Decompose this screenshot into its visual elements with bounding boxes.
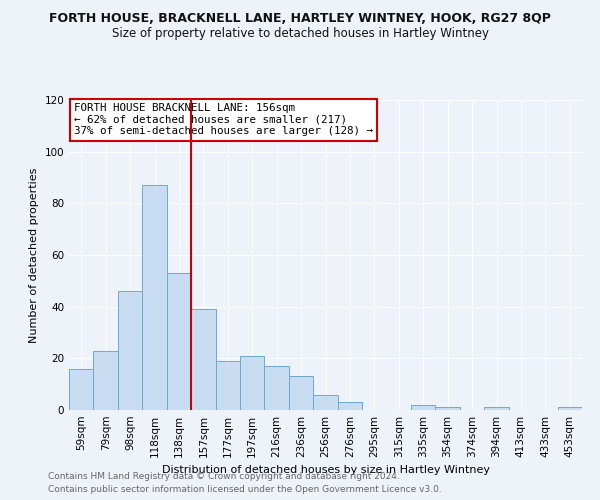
Bar [215,361,240,410]
Bar [240,356,265,410]
Bar [338,402,362,410]
Bar [118,291,142,410]
Text: Size of property relative to detached houses in Hartley Wintney: Size of property relative to detached ho… [112,28,488,40]
Bar [557,408,582,410]
Bar [484,408,509,410]
Bar [289,376,313,410]
Bar [265,366,289,410]
Text: FORTH HOUSE, BRACKNELL LANE, HARTLEY WINTNEY, HOOK, RG27 8QP: FORTH HOUSE, BRACKNELL LANE, HARTLEY WIN… [49,12,551,26]
Bar [411,405,436,410]
Bar [436,408,460,410]
Bar [69,368,94,410]
Text: Contains HM Land Registry data © Crown copyright and database right 2024.: Contains HM Land Registry data © Crown c… [48,472,400,481]
Bar [313,394,338,410]
X-axis label: Distribution of detached houses by size in Hartley Wintney: Distribution of detached houses by size … [161,466,490,475]
Bar [191,309,215,410]
Bar [94,350,118,410]
Text: FORTH HOUSE BRACKNELL LANE: 156sqm
← 62% of detached houses are smaller (217)
37: FORTH HOUSE BRACKNELL LANE: 156sqm ← 62%… [74,103,373,136]
Y-axis label: Number of detached properties: Number of detached properties [29,168,39,342]
Bar [142,185,167,410]
Text: Contains public sector information licensed under the Open Government Licence v3: Contains public sector information licen… [48,485,442,494]
Bar [167,273,191,410]
